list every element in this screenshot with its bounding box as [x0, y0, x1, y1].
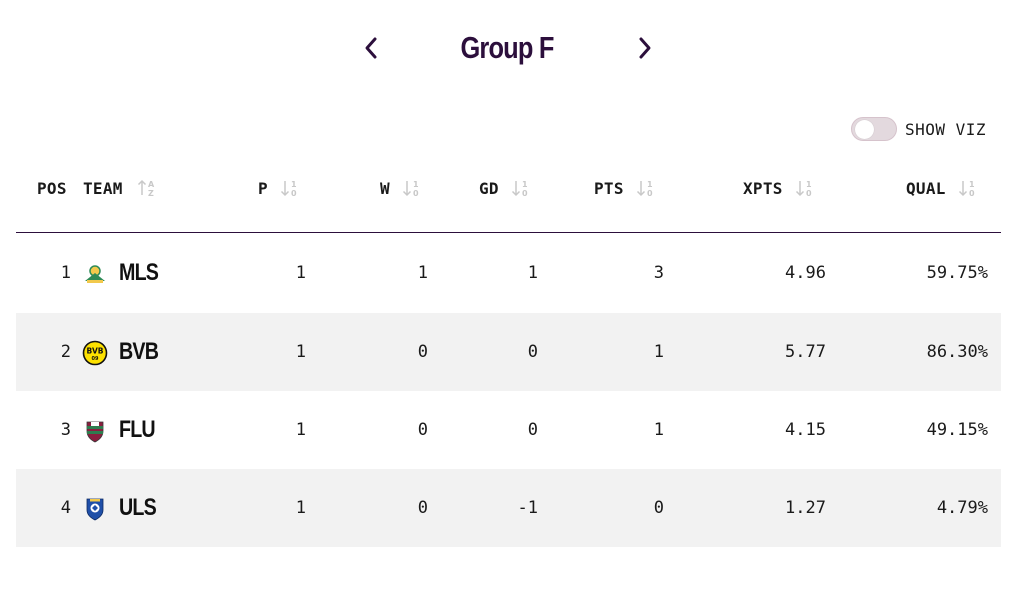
bvb-crest-icon: BVB 09 [82, 340, 108, 366]
sort-numeric-icon[interactable]: 1 0 [511, 178, 533, 198]
column-header-xpts-label: XPTS [743, 178, 783, 198]
wins-cell: 0 [417, 342, 428, 362]
column-header-qual-label: QUAL [906, 178, 946, 198]
column-header-p[interactable]: P 1 0 [258, 178, 302, 199]
svg-text:0: 0 [291, 189, 297, 198]
played-cell: 1 [295, 342, 306, 362]
column-header-pos-label: POS [37, 178, 67, 198]
show-viz-toggle[interactable]: SHOW VIZ [851, 117, 986, 141]
svg-text:1: 1 [806, 180, 812, 189]
column-header-qual[interactable]: QUAL 1 0 [906, 178, 980, 199]
points-cell: 1 [653, 420, 664, 440]
pos-cell: 2 [60, 342, 71, 362]
column-header-p-label: P [258, 178, 268, 198]
points-cell: 1 [653, 342, 664, 362]
team-name: MLS [119, 259, 159, 286]
svg-text:09: 09 [92, 356, 99, 362]
sort-numeric-icon[interactable]: 1 0 [280, 178, 302, 198]
svg-text:0: 0 [647, 189, 653, 198]
wins-cell: 0 [417, 498, 428, 518]
team-name: BVB [119, 338, 159, 365]
svg-text:1: 1 [291, 180, 297, 189]
header-divider [16, 232, 1001, 233]
svg-text:Z: Z [148, 189, 154, 198]
sort-alpha-icon[interactable]: A Z [137, 178, 159, 198]
fluminense-crest-icon [82, 418, 108, 444]
xpts-cell: 4.96 [785, 263, 826, 283]
qualification-cell: 49.15% [926, 420, 988, 440]
sundowns-crest-icon [82, 261, 108, 287]
sort-numeric-icon[interactable]: 1 0 [636, 178, 658, 198]
table-row[interactable]: 2 BVB 09 BVB 1 0 0 1 5.77 86.30% [16, 313, 1001, 391]
table-row[interactable]: 3 FLU 1 0 0 1 4.15 49.15% [16, 391, 1001, 469]
team-name: ULS [119, 494, 157, 521]
sort-numeric-icon[interactable]: 1 0 [958, 178, 980, 198]
group-title: Group F [460, 30, 554, 65]
column-header-gd-label: GD [479, 178, 499, 198]
chevron-left-icon [365, 37, 377, 59]
wins-cell: 1 [417, 263, 428, 283]
sort-numeric-icon[interactable]: 1 0 [402, 178, 424, 198]
qualification-cell: 4.79% [936, 498, 988, 518]
qualification-cell: 86.30% [926, 342, 988, 362]
qualification-cell: 59.75% [926, 263, 988, 283]
goal-difference-cell: -1 [517, 498, 538, 518]
column-header-pts[interactable]: PTS 1 0 [594, 178, 658, 199]
group-navigation: Group F [0, 22, 1024, 78]
column-header-team-label: TEAM [83, 178, 123, 198]
svg-text:0: 0 [806, 189, 812, 198]
column-header-w[interactable]: W 1 0 [380, 178, 424, 199]
column-header-w-label: W [380, 178, 390, 198]
svg-text:A: A [148, 180, 155, 189]
svg-text:1: 1 [647, 180, 653, 189]
toggle-knob [855, 120, 874, 139]
svg-text:0: 0 [522, 189, 528, 198]
toggle-switch[interactable] [851, 117, 897, 141]
previous-group-button[interactable] [357, 32, 385, 64]
team-name: FLU [119, 416, 156, 443]
svg-text:1: 1 [413, 180, 419, 189]
ulsan-crest-icon [82, 496, 108, 522]
points-cell: 0 [653, 498, 664, 518]
goal-difference-cell: 0 [527, 420, 538, 440]
column-header-team[interactable]: TEAM A Z [83, 178, 159, 199]
played-cell: 1 [295, 263, 306, 283]
xpts-cell: 5.77 [785, 342, 826, 362]
pos-cell: 3 [60, 420, 71, 440]
goal-difference-cell: 0 [527, 342, 538, 362]
svg-text:1: 1 [522, 180, 528, 189]
column-header-gd[interactable]: GD 1 0 [479, 178, 533, 199]
svg-text:0: 0 [969, 189, 975, 198]
column-header-pts-label: PTS [594, 178, 624, 198]
wins-cell: 0 [417, 420, 428, 440]
chevron-right-icon [639, 37, 651, 59]
table-row[interactable]: 1 MLS 1 1 1 3 4.96 59.75% [16, 234, 1001, 312]
played-cell: 1 [295, 498, 306, 518]
sort-numeric-icon[interactable]: 1 0 [795, 178, 817, 198]
toggle-label: SHOW VIZ [905, 119, 987, 139]
next-group-button[interactable] [631, 32, 659, 64]
svg-text:0: 0 [413, 189, 419, 198]
pos-cell: 4 [60, 498, 71, 518]
goal-difference-cell: 1 [527, 263, 538, 283]
table-row[interactable]: 4 ULS 1 0 -1 0 1.27 4.79% [16, 469, 1001, 547]
svg-text:1: 1 [969, 180, 975, 189]
column-header-xpts[interactable]: XPTS 1 0 [743, 178, 817, 199]
xpts-cell: 4.15 [785, 420, 826, 440]
column-header-pos: POS [37, 178, 67, 198]
played-cell: 1 [295, 420, 306, 440]
points-cell: 3 [653, 263, 664, 283]
xpts-cell: 1.27 [785, 498, 826, 518]
pos-cell: 1 [60, 263, 71, 283]
svg-text:BVB: BVB [87, 347, 104, 356]
